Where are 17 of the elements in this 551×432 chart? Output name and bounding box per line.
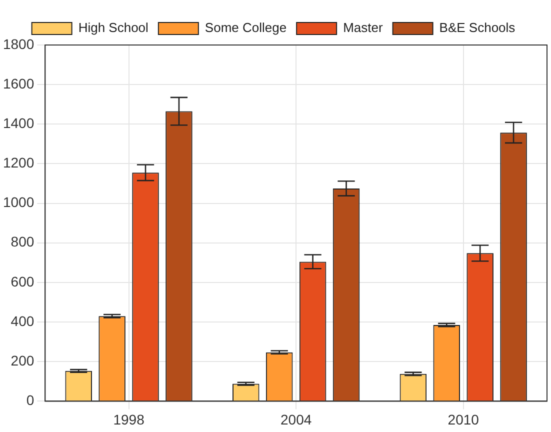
x-tick-label: 2004	[280, 411, 312, 428]
x-tick-label: 1998	[113, 411, 145, 428]
x-tick-label: 2010	[448, 411, 480, 428]
y-tick-label: 1800	[2, 36, 34, 52]
y-tick-label: 600	[10, 273, 34, 290]
y-tick-label: 1400	[2, 115, 34, 132]
y-tick-label: 200	[10, 352, 34, 368]
legend-label: High School	[78, 20, 149, 36]
legend-label: Master	[343, 20, 384, 36]
legend-label: B&E Schools	[439, 20, 516, 36]
y-tick-label: 400	[10, 312, 34, 329]
y-tick-label: 1000	[2, 194, 34, 210]
y-tick-label: 800	[10, 234, 34, 250]
y-tick-label: 1200	[2, 154, 34, 171]
y-tick-label: 0	[26, 392, 34, 408]
y-tick-label: 1600	[2, 75, 34, 92]
legend-label: Some College	[204, 20, 287, 36]
